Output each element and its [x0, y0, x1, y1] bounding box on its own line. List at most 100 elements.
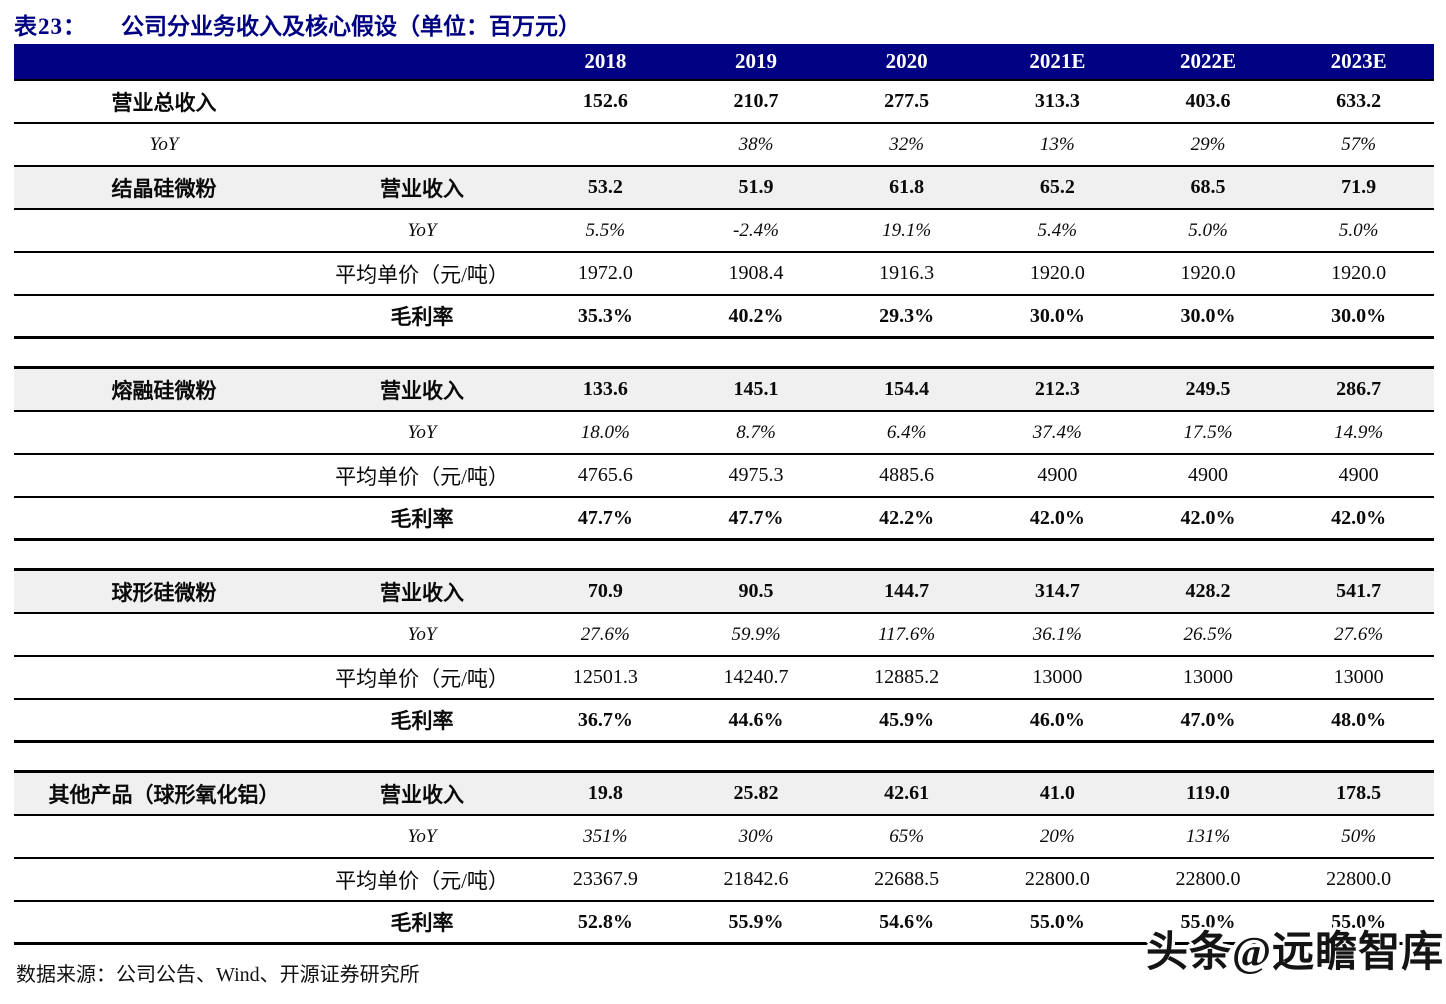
value-cell: 65%	[889, 825, 925, 847]
value-cell: 13%	[1039, 133, 1075, 155]
value-cell: 71.9	[1341, 176, 1377, 198]
table-title-prefix: 表23：	[14, 14, 87, 39]
year-header-2021E: 2021E	[1029, 49, 1086, 73]
value-cell: 313.3	[1034, 90, 1080, 112]
value-cell: 286.7	[1336, 378, 1382, 400]
value-cell: 17.5%	[1183, 421, 1233, 443]
value-cell: 14240.7	[723, 666, 789, 688]
value-cell: 65.2	[1039, 176, 1075, 198]
value-cell: 21842.6	[723, 868, 789, 890]
table-row: 球形硅微粉 营业收入 70.9 90.5 144.7 314.7 428.2 541.7	[14, 571, 1434, 614]
value-cell: 42.0%	[1029, 506, 1085, 529]
value-cell: 5.0%	[1338, 219, 1379, 241]
value-cell: 51.9	[738, 176, 774, 198]
value-cell: 47.7%	[577, 506, 633, 529]
value-cell: 277.5	[884, 90, 930, 112]
metric-label-cell: 平均单价（元/吨）	[335, 666, 509, 691]
value-cell: 45.9%	[879, 708, 935, 731]
value-cell: 5.0%	[1188, 219, 1228, 241]
segment-label-cell: 球形硅微粉	[111, 580, 217, 605]
value-cell: 428.2	[1185, 580, 1231, 602]
value-cell: 5.4%	[1037, 219, 1078, 241]
value-cell: 145.1	[733, 378, 779, 400]
value-cell: 1908.4	[728, 262, 784, 284]
value-cell: 1920.0	[1180, 262, 1236, 284]
value-cell: 29%	[1190, 133, 1226, 155]
value-cell: 90.5	[738, 580, 774, 602]
value-cell: 36.1%	[1032, 623, 1082, 645]
value-cell: 19.1%	[882, 219, 932, 241]
metric-label-cell: YoY	[407, 421, 437, 443]
value-cell: 42.61	[884, 782, 930, 804]
value-cell: 212.3	[1034, 378, 1080, 400]
value-cell: 30.0%	[1331, 304, 1387, 327]
table-row: 毛利率 47.7% 47.7% 42.2% 42.0% 42.0% 42.0%	[14, 498, 1434, 541]
spacer-row	[14, 743, 1434, 773]
segment-label-cell: 其他产品（球形氧化铝）	[48, 782, 280, 807]
table-row: 结晶硅微粉 营业收入 53.2 51.9 61.8 65.2 68.5 71.9	[14, 167, 1434, 210]
spacer-row	[14, 339, 1434, 369]
spacer-row	[14, 541, 1434, 571]
year-header-2018: 2018	[584, 49, 627, 73]
value-cell: 12885.2	[874, 666, 940, 688]
data-table: 2018 2019 2020 2021E 2022E 2023E 营业总收入 152.6 21…	[14, 44, 1434, 945]
metric-label-cell: 平均单价（元/吨）	[335, 868, 509, 893]
value-cell: 47.0%	[1180, 708, 1236, 731]
metric-label-cell: 营业收入	[380, 580, 464, 605]
value-cell: 144.7	[884, 580, 930, 602]
value-cell: 4900	[1037, 464, 1078, 486]
value-cell: 4885.6	[879, 464, 935, 486]
segment-label-cell: 结晶硅微粉	[111, 176, 217, 201]
value-cell: 26.5%	[1183, 623, 1233, 645]
table-row: 毛利率 52.8% 55.9% 54.6% 55.0% 55.0% 55.0%	[14, 902, 1434, 945]
value-cell: 25.82	[733, 782, 779, 804]
table-row: YoY 27.6% 59.9% 117.6% 36.1% 26.5% 27.6%	[14, 614, 1434, 657]
value-cell: 57%	[1341, 133, 1377, 155]
value-cell: 249.5	[1185, 378, 1231, 400]
metric-label-cell: 毛利率	[390, 911, 454, 935]
value-cell: 36.7%	[577, 708, 633, 731]
value-cell: 152.6	[582, 90, 628, 112]
table-row: 平均单价（元/吨） 23367.9 21842.6 22688.5 22800.0 228…	[14, 859, 1434, 902]
metric-label-cell: 营业收入	[380, 782, 464, 807]
metric-label-cell: 平均单价（元/吨）	[335, 464, 509, 489]
table-row: 平均单价（元/吨） 4765.6 4975.3 4885.6 4900 4900 4900	[14, 455, 1434, 498]
value-cell: 14.9%	[1334, 421, 1384, 443]
value-cell: 19.8	[587, 782, 623, 804]
value-cell: 1916.3	[879, 262, 935, 284]
table-row: 平均单价（元/吨） 12501.3 14240.7 12885.2 13000 13000…	[14, 657, 1434, 700]
value-cell: 52.8%	[577, 910, 633, 933]
year-header-2019: 2019	[734, 49, 777, 73]
segment-label-cell: YoY	[149, 133, 179, 155]
table-title: 表23： 公司分业务收入及核心假设（单位：百万元）	[14, 6, 1434, 42]
table-row: YoY 38% 32% 13% 29% 57%	[14, 124, 1434, 167]
value-cell: 68.5	[1190, 176, 1226, 198]
value-cell: 61.8	[889, 176, 925, 198]
value-cell: 50%	[1341, 825, 1377, 847]
value-cell: 1972.0	[577, 262, 633, 284]
table-row: 熔融硅微粉 营业收入 133.6 145.1 154.4 212.3 249.5 286.7	[14, 369, 1434, 412]
value-cell: 13000	[1333, 666, 1384, 688]
value-cell: 541.7	[1336, 580, 1382, 602]
value-cell: 1920.0	[1331, 262, 1387, 284]
value-cell: 5.5%	[585, 219, 626, 241]
value-cell: 23367.9	[572, 868, 638, 890]
table-row: YoY 18.0% 8.7% 6.4% 37.4% 17.5% 14.9%	[14, 412, 1434, 455]
value-cell: 38%	[738, 133, 774, 155]
value-cell: 70.9	[587, 580, 623, 602]
table-row: 毛利率 36.7% 44.6% 45.9% 46.0% 47.0% 48.0%	[14, 700, 1434, 743]
metric-label-cell: 毛利率	[390, 709, 454, 733]
data-source-note: 数据来源：公司公告、Wind、开源证券研究所	[16, 964, 420, 986]
value-cell: 40.2%	[728, 304, 784, 327]
value-cell: 44.6%	[728, 708, 784, 731]
value-cell: 35.3%	[577, 304, 633, 327]
value-cell: 47.7%	[728, 506, 784, 529]
metric-label-cell: 平均单价（元/吨）	[335, 262, 509, 287]
value-cell: 210.7	[733, 90, 779, 112]
value-cell: 37.4%	[1032, 421, 1082, 443]
table-title-text: 公司分业务收入及核心假设（单位：百万元）	[121, 14, 581, 39]
value-cell: 4765.6	[577, 464, 633, 486]
value-cell: 55.0%	[1331, 910, 1387, 933]
value-cell: 42.2%	[879, 506, 935, 529]
